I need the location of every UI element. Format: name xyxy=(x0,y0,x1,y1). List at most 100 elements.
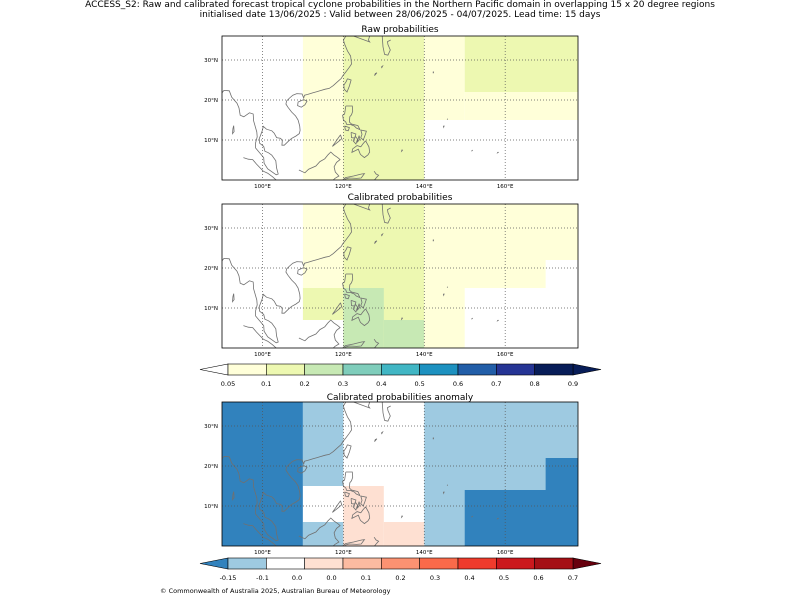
region-cell xyxy=(302,204,344,288)
colorbar-tick-label: 0.3 xyxy=(430,574,440,582)
colorbar-tick-label: 0.1 xyxy=(361,574,371,582)
coastline xyxy=(381,232,384,237)
lon-tick-label: 160°E xyxy=(497,184,514,190)
colorbar-tick-label: 0.2 xyxy=(395,574,405,582)
coastline xyxy=(222,204,371,344)
coastline xyxy=(231,293,235,303)
colorbar-tick-label: 0.5 xyxy=(414,380,424,388)
region-cell xyxy=(343,36,425,180)
coastline xyxy=(400,317,403,321)
colorbar-tick-label: -0.15 xyxy=(220,574,237,582)
coastline xyxy=(344,491,350,498)
region-cells xyxy=(302,204,578,348)
lat-tick-label: 20°N xyxy=(204,266,218,272)
coastline xyxy=(342,471,361,497)
coastline xyxy=(243,325,277,348)
coastline xyxy=(342,173,366,180)
region-cell xyxy=(302,36,344,180)
coastline xyxy=(356,501,361,509)
colorbar-swatch xyxy=(534,363,574,376)
colorbar-tick-label: -0.1 xyxy=(256,574,269,582)
lat-tick-label: 30°N xyxy=(204,424,218,430)
coastline xyxy=(496,517,499,520)
colorbar-tick-label: 0.5 xyxy=(499,574,509,582)
map-panel-anomaly: Calibrated probabilities anomaly 100°E 120… xyxy=(204,393,579,556)
lat-tick-label: 10°N xyxy=(204,504,218,510)
coastline xyxy=(298,319,341,348)
colorbar-tick-label: 0.7 xyxy=(491,380,501,388)
coastline xyxy=(332,500,343,513)
coastline xyxy=(400,149,403,153)
region-cell xyxy=(383,320,425,348)
lat-tick-label: 30°N xyxy=(204,226,218,232)
colorbar-swatch xyxy=(304,363,344,376)
region-cells xyxy=(302,36,578,180)
colorbar-swatch xyxy=(227,363,267,376)
coastlines xyxy=(222,204,499,348)
colorbar-swatch xyxy=(419,557,459,570)
coastline xyxy=(351,506,371,525)
colorbar-swatch xyxy=(342,557,382,570)
coastline xyxy=(374,72,378,76)
coastline xyxy=(381,204,391,224)
coastline xyxy=(343,246,352,261)
map-frame xyxy=(221,35,579,181)
coastline xyxy=(381,402,391,422)
region-cell xyxy=(302,288,344,320)
lon-tick-label: 140°E xyxy=(416,550,433,556)
map-frame xyxy=(221,203,579,349)
coastline xyxy=(496,319,499,322)
panel-title: Calibrated probabilities xyxy=(348,193,453,203)
colorbar-swatch xyxy=(266,557,305,570)
coastlines xyxy=(222,36,499,180)
lon-tick-label: 160°E xyxy=(497,550,514,556)
lat-tick-label: 20°N xyxy=(204,464,218,470)
coastline xyxy=(356,135,361,143)
coastline xyxy=(342,273,361,299)
coastline xyxy=(342,105,361,131)
coastline xyxy=(381,64,384,69)
coastline xyxy=(400,515,403,519)
coastline xyxy=(298,151,341,180)
coastline xyxy=(243,523,277,546)
region-cell xyxy=(424,204,578,260)
region-cell xyxy=(302,486,344,522)
coastline xyxy=(298,517,341,546)
colorbar-under-extension xyxy=(199,363,229,376)
coastline xyxy=(297,267,308,276)
colorbar-tick-label: 0.6 xyxy=(453,380,463,388)
colorbar-tick-label: 0.05 xyxy=(221,380,235,388)
coastline xyxy=(352,136,358,145)
lat-tick-label: 20°N xyxy=(204,98,218,104)
colorbar-over-extension xyxy=(572,363,602,376)
copyright-notice: © Commonwealth of Australia 2025, Austra… xyxy=(160,587,391,595)
lat-tick-label: 10°N xyxy=(204,138,218,144)
coastline xyxy=(243,157,277,180)
colorbar-swatch xyxy=(342,363,382,376)
colorbar-tick-label: 0.4 xyxy=(376,380,386,388)
colorbar-tick-label: 0.4 xyxy=(464,574,474,582)
coastline xyxy=(222,402,371,542)
coastline xyxy=(332,302,343,315)
region-cell xyxy=(464,490,578,546)
colorbar-swatch xyxy=(496,363,535,376)
colorbar-tick-label: 0.2 xyxy=(299,380,309,388)
region-cell xyxy=(545,458,578,490)
lon-tick-label: 160°E xyxy=(497,352,514,358)
colorbar-tick-label: 0.1 xyxy=(261,380,271,388)
colorbar-swatch xyxy=(419,363,459,376)
map-frame xyxy=(221,401,579,547)
colorbar-probability: 0.05 0.1 0.2 0.3 0.4 0.5 0.6 0.7 0.8 0.9 xyxy=(199,363,602,388)
colorbar-over-extension xyxy=(572,557,602,570)
lon-tick-label: 120°E xyxy=(335,550,352,556)
coastline xyxy=(373,170,380,180)
colorbar-swatch xyxy=(227,557,267,570)
coastline xyxy=(342,341,366,348)
region-cell xyxy=(343,486,384,546)
coastline xyxy=(352,502,358,511)
lon-tick-label: 100°E xyxy=(254,184,271,190)
colorbar-swatch xyxy=(496,557,535,570)
colorbar-tick-label: 0.6 xyxy=(533,574,543,582)
lon-tick-label: 100°E xyxy=(254,352,271,358)
